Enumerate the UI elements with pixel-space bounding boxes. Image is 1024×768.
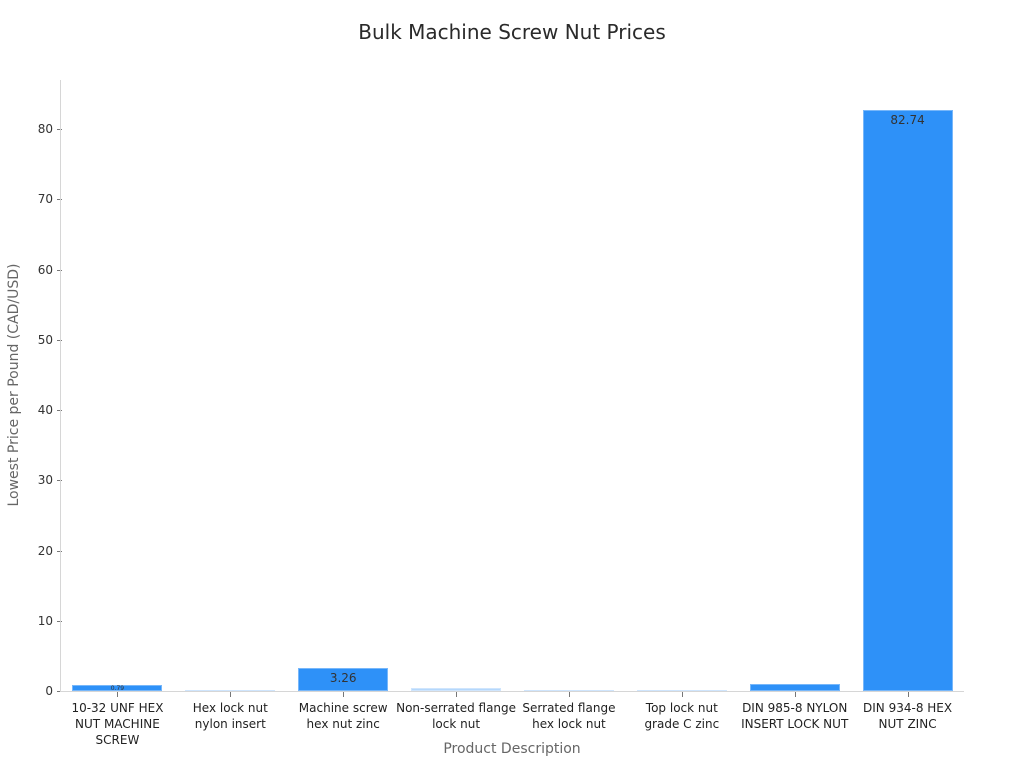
y-tick-mark	[57, 691, 62, 692]
bar[interactable]	[523, 689, 614, 691]
x-tick-label: Top lock nut grade C zinc	[622, 700, 742, 732]
x-tick-label-line: Top lock nut	[645, 701, 718, 715]
x-tick-mark	[908, 692, 909, 697]
x-tick-label: 10-32 UNF HEX NUT MACHINE SCREW	[57, 700, 177, 748]
x-tick-label-line: hex lock nut	[532, 717, 606, 731]
x-tick-mark	[343, 692, 344, 697]
y-tick-mark	[57, 550, 62, 552]
y-tick-label: 50	[37, 332, 53, 347]
y-tick-label: 40	[37, 403, 53, 417]
y-tick-mark	[57, 620, 62, 622]
x-axis-label: Product Description	[443, 741, 581, 757]
x-tick-label: Non-serrated flange lock nut	[396, 700, 516, 732]
x-tick-label-line: grade C zinc	[644, 717, 720, 731]
x-tick-mark	[795, 692, 796, 697]
y-tick-mark	[57, 410, 62, 411]
x-tick-mark	[682, 692, 683, 697]
y-tick-label: 70	[37, 192, 53, 207]
x-tick-label-line: DIN 934-8 HEX	[863, 701, 953, 715]
bar[interactable]	[411, 688, 502, 691]
y-tick: 60	[0, 263, 62, 277]
x-tick-label-line: hex nut zinc	[306, 717, 380, 731]
y-tick-label: 0	[45, 684, 53, 698]
y-tick: 20	[0, 544, 62, 558]
bar-value-label: 3.26	[329, 671, 357, 686]
y-tick-label: 30	[37, 473, 53, 488]
bar-value-label: 0.79	[110, 685, 125, 693]
y-tick-mark	[57, 480, 62, 482]
bar-value-label: 82.74	[890, 112, 925, 127]
y-tick: 30	[0, 473, 62, 487]
x-tick-label: Serrated flange hex lock nut	[509, 700, 629, 732]
bar[interactable]: 3.26	[298, 668, 389, 691]
y-tick-mark	[57, 129, 62, 130]
x-tick-mark	[569, 692, 570, 697]
y-tick: 0	[0, 684, 62, 698]
x-tick-label-line: NUT MACHINE SCREW	[75, 717, 160, 747]
bar[interactable]: 82.74	[862, 109, 953, 691]
y-tick-label: 60	[37, 262, 53, 277]
x-tick-label-line: lock nut	[432, 717, 481, 731]
chart-title: Bulk Machine Screw Nut Prices	[358, 20, 666, 44]
x-tick-label: Machine screw hex nut zinc	[283, 700, 403, 732]
x-tick-mark	[230, 692, 231, 697]
y-tick: 50	[0, 333, 62, 347]
x-tick-label-line: Machine screw	[298, 701, 388, 715]
x-tick-label-line: DIN 985-8 NYLON	[742, 701, 848, 715]
x-tick-label-line: Hex lock nut	[192, 701, 268, 715]
y-tick-mark	[57, 339, 62, 341]
y-tick-mark	[57, 199, 62, 201]
bar[interactable]	[749, 684, 840, 691]
x-tick-label-line: Non-serrated flange	[396, 701, 517, 715]
y-tick-label: 10	[37, 613, 53, 628]
y-tick: 10	[0, 614, 62, 628]
x-tick-label-line: nylon insert	[194, 717, 266, 731]
bar[interactable]	[185, 689, 276, 691]
y-tick-label: 80	[37, 122, 53, 136]
x-tick-mark	[456, 692, 457, 697]
y-tick: 80	[0, 122, 62, 136]
y-axis-line	[60, 80, 61, 692]
x-tick-label-line: 10-32 UNF HEX	[71, 701, 164, 715]
y-tick-mark	[57, 269, 62, 271]
x-tick-label-line: NUT ZINC	[878, 717, 937, 731]
x-tick-label: Hex lock nut nylon insert	[170, 700, 290, 732]
x-tick-mark	[117, 692, 118, 697]
x-tick-label: DIN 985-8 NYLON INSERT LOCK NUT	[735, 700, 855, 732]
x-tick-label-line: INSERT LOCK NUT	[741, 717, 849, 731]
bar[interactable]	[636, 689, 727, 691]
bar[interactable]: 0.79	[72, 685, 163, 693]
x-axis-line	[60, 691, 964, 692]
y-tick-label: 20	[37, 543, 53, 558]
x-tick-label-line: Serrated flange	[522, 701, 616, 715]
x-tick-label: DIN 934-8 HEX NUT ZINC	[848, 700, 968, 732]
y-axis-label: Lowest Price per Pound (CAD/USD)	[6, 263, 22, 507]
y-tick: 70	[0, 192, 62, 206]
y-tick: 40	[0, 403, 62, 417]
